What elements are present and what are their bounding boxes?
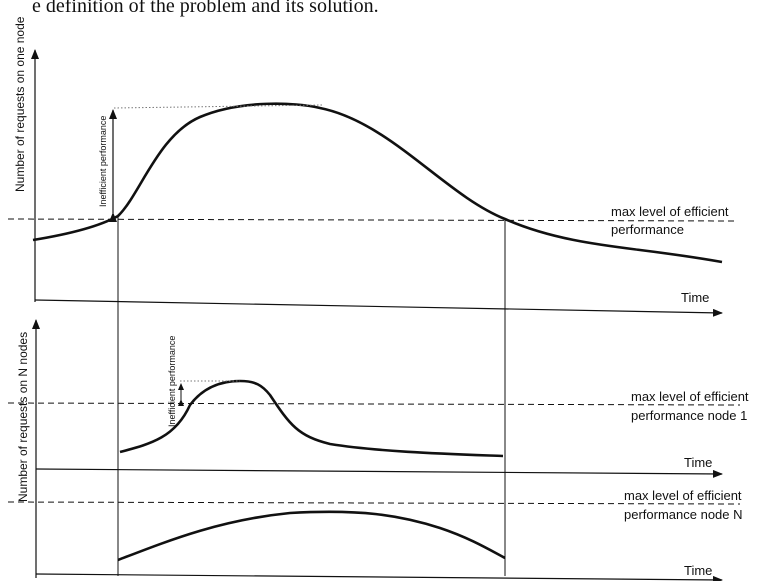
middle-threshold-label-2: performance node 1 bbox=[631, 408, 747, 423]
middle-gap-label: Inefficient performance bbox=[167, 336, 177, 427]
bottom-threshold-label-1: max level of efficient bbox=[624, 488, 742, 503]
middle-threshold-line bbox=[7, 402, 741, 406]
top-peak-dotted-line bbox=[113, 104, 323, 109]
top-y-axis-label: Number of requests on one node bbox=[13, 16, 27, 192]
header-text: e definition of the problem and its solu… bbox=[32, 0, 379, 17]
top-panel: Number of requests on one node Time max … bbox=[7, 16, 736, 317]
bottom-panel: Time max level of efficient performance … bbox=[7, 488, 743, 581]
middle-x-axis bbox=[35, 468, 723, 478]
middle-load-curve bbox=[119, 379, 504, 458]
bottom-x-axis bbox=[35, 573, 723, 581]
top-gap-label: Inefficient performance bbox=[98, 116, 108, 207]
bottom-load-curve bbox=[117, 510, 506, 562]
top-threshold-label-2: performance bbox=[611, 222, 684, 237]
top-x-axis bbox=[34, 299, 723, 317]
middle-x-axis-label: Time bbox=[684, 455, 712, 470]
top-threshold-label-1: max level of efficient bbox=[611, 204, 729, 219]
top-load-curve bbox=[32, 102, 723, 264]
top-threshold-line bbox=[7, 218, 736, 222]
middle-threshold-label-1: max level of efficient bbox=[631, 389, 749, 404]
bottom-x-axis-label: Time bbox=[684, 563, 712, 578]
middle-panel: Number of requests on N nodes Time max l… bbox=[7, 319, 749, 578]
bottom-threshold-line bbox=[7, 501, 741, 505]
top-x-axis-label: Time bbox=[681, 290, 709, 305]
middle-y-axis-label: Number of requests on N nodes bbox=[16, 332, 30, 502]
bottom-threshold-label-2: performance node N bbox=[624, 507, 743, 522]
